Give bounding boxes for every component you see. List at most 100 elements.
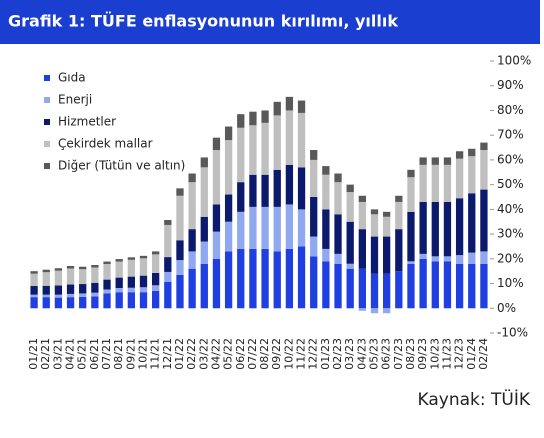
source: Kaynak: TÜİK [418,388,531,410]
bar-segment [346,221,354,264]
x-tick-label: 01/24 [465,338,478,370]
x-tick-label: 12/21 [161,338,174,370]
bar-segment [443,261,452,309]
x-tick-label: 10/22 [282,338,295,370]
x-tick-label: 06/23 [380,338,393,370]
bar-segment [139,275,148,288]
bar-segment [152,254,160,273]
x-tick-label: 05/23 [368,338,381,370]
bar-segment [310,150,318,160]
bar-segment [115,261,123,278]
bar-segment [79,269,87,285]
bar-segment [91,282,99,293]
bar-segment [261,174,269,207]
x-tick-label: 11/22 [295,338,308,370]
legend-label: Gıda [58,71,86,85]
bar-segment [358,201,366,230]
y-tick-label: -10% [497,326,528,340]
bar-segment [188,268,196,309]
bar-segment [54,268,63,271]
bar-segment [30,294,38,298]
bar-segment [30,273,38,287]
bar-segment [273,251,281,309]
bar-segment [249,174,257,207]
x-tick-label: 08/21 [112,338,125,370]
bar-segment [370,308,379,314]
bar-segment [407,211,415,262]
bar-segment [176,260,184,275]
x-tick-label: 04/22 [209,338,222,370]
legend-swatch [44,163,50,169]
legend-label: Hizmetler [58,115,116,129]
legend-swatch [44,75,50,81]
bar-segment [285,204,294,249]
x-tick-label: 11/23 [440,338,453,370]
bar-segment [164,281,172,309]
x-tick-label: 09/23 [416,338,429,370]
bar-segment [224,126,233,141]
bar-segment [176,240,184,261]
bar-segment [188,182,196,230]
legend-label: Diğer (Tütün ve altın) [58,159,185,173]
bar-segment [431,256,439,262]
bar-segment [66,265,75,269]
bar-segment [468,156,476,194]
bar-segment [455,151,464,159]
bar-segment [407,263,415,309]
bar-segment [273,115,281,170]
bar-segment [30,297,38,309]
bar-segment [224,251,233,309]
bar-segment [176,188,184,196]
x-tick-label: 07/23 [392,338,405,370]
bar-segment [127,276,135,288]
x-tick-label: 12/22 [307,338,320,370]
bar-segment [200,241,208,264]
y-tick-label: 70% [497,128,524,142]
bar-segment [455,158,464,199]
bar-segment [370,209,379,215]
bar-segment [383,236,391,274]
bar-segment [395,271,403,309]
bar-segment [115,259,123,262]
bar-segment [103,279,111,290]
bar-segment [66,268,75,285]
bar-segment [54,294,63,298]
x-tick-label: 10/21 [137,338,150,370]
bar-segment [103,293,111,309]
bar-segment [273,101,281,116]
bar-segment [358,308,366,311]
bar-segment [419,157,427,165]
bar-segment [152,251,160,255]
bar-segment [200,157,208,168]
bar-segment [431,157,439,165]
bar-segment [224,194,233,222]
x-tick-label: 09/21 [124,338,137,370]
x-tick-label: 09/22 [270,338,283,370]
x-tick-label: 02/23 [331,338,344,370]
y-tick-label: 100% [497,54,531,68]
bar-segment [91,267,99,283]
bar-segment [249,248,257,309]
bar-segment [54,285,63,295]
bar-segment [66,297,75,309]
x-tick-label: 08/22 [258,338,271,370]
bar-segment [431,261,439,309]
bar-segment [346,184,354,193]
x-tick-label: 05/21 [76,338,89,370]
x-tick-label: 02/21 [39,338,52,370]
bar-segment [358,195,366,202]
bar-segment [334,182,342,215]
bar-segment [212,137,221,151]
bar-segment [152,290,160,309]
bar-segment [164,257,172,272]
bar-segment [419,258,427,309]
bar-segment [310,256,318,309]
bar-segment [419,201,427,254]
bar-segment [188,251,196,269]
x-tick-label: 08/23 [404,338,417,370]
bar-segment [370,273,379,309]
bar-segment [346,263,354,269]
bar-segment [285,164,294,205]
y-tick-label: 60% [497,152,524,166]
bar-segment [297,246,306,309]
